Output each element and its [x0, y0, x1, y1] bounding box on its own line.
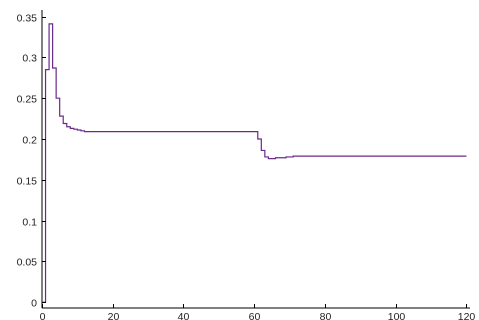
x-tick-label: 100 — [388, 311, 406, 320]
y-tick-label: 0.35 — [17, 13, 38, 25]
series-line — [42, 23, 467, 303]
chart-series — [42, 23, 467, 303]
y-tick-label: 0.15 — [17, 176, 38, 188]
chart-axes — [41, 10, 470, 309]
x-tick-label: 60 — [249, 311, 261, 320]
y-tick-label: 0.25 — [17, 94, 38, 106]
y-tick-label: 0.05 — [17, 257, 38, 269]
x-tick-label: 40 — [178, 311, 190, 320]
chart-ticks: 0 0.05 0.1 0.15 0.2 0.25 0.3 0.35 0 20 40 60 80 100 12… — [17, 13, 476, 320]
y-tick-label: 0.1 — [22, 217, 37, 229]
y-tick-label: 0 — [31, 298, 37, 310]
x-tick-label: 20 — [108, 311, 120, 320]
x-tick-label: 80 — [320, 311, 332, 320]
y-tick-label: 0.2 — [22, 135, 37, 147]
x-tick-label: 0 — [40, 311, 46, 320]
y-tick-label: 0.3 — [22, 53, 37, 65]
x-tick-label: 120 — [458, 311, 476, 320]
